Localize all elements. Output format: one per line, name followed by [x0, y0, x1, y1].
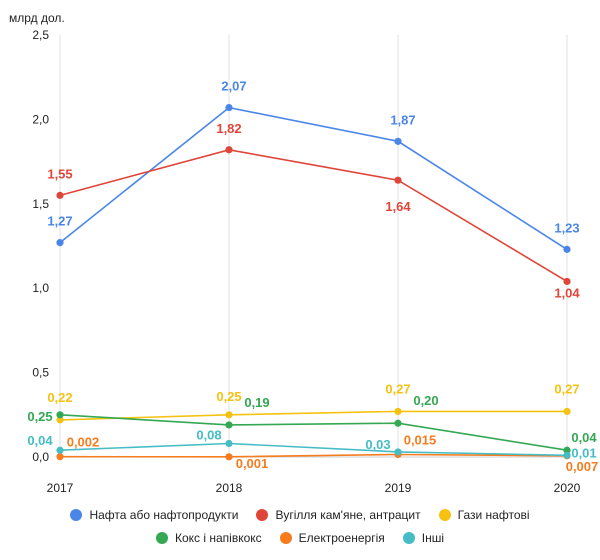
data-point	[394, 419, 402, 427]
legend-marker	[70, 509, 83, 521]
series-line	[59, 106, 568, 251]
data-label: 1,64	[385, 199, 411, 214]
legend-label: Гази нафтові	[457, 508, 530, 522]
data-label: 0,20	[413, 393, 438, 408]
data-point	[225, 146, 233, 154]
data-label: 0,08	[196, 427, 221, 442]
data-point	[56, 416, 64, 424]
data-label: 0,19	[244, 395, 269, 410]
legend: Нафта або нафтопродукти Вугілля кам'яне, …	[0, 508, 600, 554]
data-label: 1,23	[554, 220, 579, 235]
data-point	[563, 245, 571, 253]
legend-item: Кокс і напівкокс	[155, 531, 262, 545]
series-line	[59, 148, 568, 283]
data-point	[225, 453, 233, 461]
data-point	[225, 421, 233, 429]
series-line	[59, 410, 567, 421]
data-point	[56, 411, 64, 419]
data-label: 0,04	[27, 433, 53, 448]
data-label: 0,25	[216, 389, 241, 404]
data-label: 0,27	[554, 381, 579, 396]
data-point	[394, 407, 402, 416]
legend-item: Нафта або нафтопродукти	[70, 508, 238, 522]
data-label: 0,001	[236, 456, 269, 471]
legend-item: Вугілля кам'яне, антрацит	[256, 508, 421, 522]
data-label: 1,55	[47, 166, 72, 181]
legend-label: Нафта або нафтопродукти	[89, 508, 239, 522]
data-point	[394, 137, 402, 145]
data-label: 0,002	[67, 435, 100, 450]
data-label: 1,04	[554, 285, 580, 300]
data-point	[56, 239, 64, 247]
y-tick-label: 2,5	[32, 28, 49, 42]
data-label: 0,015	[404, 432, 437, 447]
data-label: 0,01	[571, 445, 596, 460]
data-label: 0,22	[47, 390, 72, 405]
data-point	[563, 446, 571, 454]
legend-item: Інші	[402, 531, 445, 545]
legend-marker	[155, 532, 168, 544]
legend-marker	[256, 509, 269, 521]
legend-marker	[402, 532, 415, 544]
legend-row: Кокс і напівкокс Електроенергія Інші	[0, 531, 600, 545]
data-point	[56, 453, 64, 461]
data-point	[56, 191, 64, 199]
data-label: 0,03	[365, 437, 390, 452]
y-tick-label: 0,0	[32, 450, 49, 464]
legend-marker	[279, 532, 292, 544]
x-tick-label: 2020	[554, 481, 581, 495]
legend-label: Електроенергія	[298, 531, 385, 545]
series-line	[59, 442, 568, 457]
x-tick-label: 2017	[47, 481, 74, 495]
data-point	[225, 411, 233, 419]
y-tick-label: 1,0	[32, 281, 49, 295]
x-tick-label: 2019	[385, 481, 412, 495]
x-tick-label: 2018	[216, 481, 243, 495]
series-line	[59, 453, 568, 458]
data-point	[563, 277, 571, 286]
data-point	[394, 448, 402, 456]
legend-marker	[438, 509, 451, 521]
data-point	[394, 176, 402, 184]
data-label: 0,27	[385, 381, 410, 396]
y-tick-label: 0,5	[32, 366, 49, 380]
data-label: 1,82	[216, 121, 241, 136]
data-label: 0,04	[571, 430, 597, 445]
legend-label: Вугілля кам'яне, антрацит	[275, 508, 421, 522]
data-label: 1,87	[390, 112, 415, 127]
data-point	[56, 446, 64, 454]
data-label: 2,07	[221, 79, 246, 94]
data-point	[563, 451, 571, 459]
series-line	[59, 414, 568, 451]
y-axis-title: млрд дол.	[9, 11, 65, 25]
data-label: 0,007	[566, 459, 599, 474]
data-label: 0,25	[27, 409, 52, 424]
data-label: 1,27	[47, 214, 72, 229]
legend-item: Гази нафтові	[438, 508, 530, 522]
y-tick-label: 1,5	[32, 197, 49, 211]
data-point	[563, 407, 571, 416]
data-point	[225, 439, 233, 448]
legend-row: Нафта або нафтопродукти Вугілля кам'яне, …	[0, 508, 600, 522]
data-point	[225, 103, 233, 112]
legend-item: Електроенергія	[279, 531, 385, 545]
legend-label: Кокс і напівкокс	[174, 531, 262, 545]
legend-label: Інші	[421, 531, 445, 545]
y-tick-label: 2,0	[32, 112, 49, 126]
line-chart-svg: млрд дол. 0,0 0,5 1,0 1,5 2,0 2,5 2017 2018 2019 2…	[9, 11, 599, 495]
